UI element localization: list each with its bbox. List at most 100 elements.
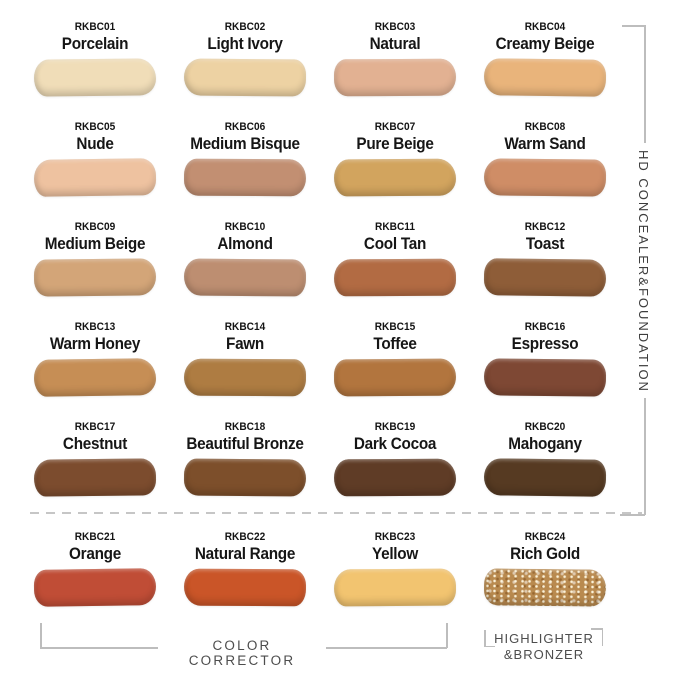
shade-name: Toffee <box>373 334 417 353</box>
shade-swatch <box>483 258 607 297</box>
shade-swatch <box>483 58 607 97</box>
shade-name: Fawn <box>225 334 265 353</box>
highlighter-label-line1: HIGHLIGHTER <box>494 631 594 646</box>
color-corrector-right-tick <box>446 623 448 648</box>
shade-swatch <box>483 458 607 497</box>
shade-swatch <box>33 58 157 97</box>
shade-name: Rich Gold <box>510 544 580 563</box>
shade-name: Toast <box>525 234 565 253</box>
shade-name: Pure Beige <box>356 134 434 153</box>
shade-swatch <box>33 258 157 297</box>
shade-cell: RKBC05 Nude <box>20 120 170 197</box>
shade-name: Mahogany <box>508 434 582 453</box>
shade-swatch <box>183 358 307 397</box>
shade-swatch <box>483 158 607 197</box>
shade-swatch <box>33 158 157 197</box>
shade-swatch <box>183 458 307 497</box>
shade-name: Natural Range <box>194 544 296 563</box>
shade-swatch <box>483 358 607 397</box>
shade-code: RKBC14 <box>224 321 266 333</box>
shade-name: Dark Cocoa <box>353 434 437 453</box>
color-corrector-label: COLOR CORRECTOR <box>188 638 296 668</box>
shade-name: Espresso <box>511 334 579 353</box>
shade-swatch <box>333 458 457 497</box>
shade-name: Creamy Beige <box>495 34 595 53</box>
shade-code: RKBC24 <box>524 531 566 543</box>
shade-name: Chestnut <box>62 434 128 453</box>
highlighter-bronzer-label: HIGHLIGHTER &BRONZER <box>486 631 602 663</box>
shade-swatch <box>183 158 307 197</box>
shade-cell: RKBC13 Warm Honey <box>20 320 170 397</box>
shade-cell: RKBC16 Espresso <box>470 320 620 397</box>
shade-code: RKBC13 <box>74 321 116 333</box>
shade-name: Orange <box>69 544 121 563</box>
shade-name: Light Ivory <box>207 34 283 53</box>
shade-cell: RKBC17 Chestnut <box>20 420 170 497</box>
shade-cell: RKBC23 Yellow <box>320 530 470 607</box>
shade-cell: RKBC04 Creamy Beige <box>470 20 620 97</box>
shade-swatch <box>333 158 457 197</box>
group-divider-dashed-line <box>30 512 642 514</box>
shade-name: Cool Tan <box>363 234 427 253</box>
right-bracket-lower-line <box>644 398 646 515</box>
shade-cell: RKBC09 Medium Beige <box>20 220 170 297</box>
highlighter-right-mark-vertical <box>601 628 603 646</box>
shade-swatch <box>183 568 307 607</box>
shade-swatch <box>33 358 157 397</box>
color-corrector-left-line <box>40 647 158 649</box>
shade-code: RKBC12 <box>524 221 566 233</box>
shade-code: RKBC08 <box>524 121 566 133</box>
shade-cell: RKBC02 Light Ivory <box>170 20 320 97</box>
shade-cell: RKBC11 Cool Tan <box>320 220 470 297</box>
shade-cell: RKBC24 Rich Gold <box>470 530 620 607</box>
shade-cell: RKBC20 Mahogany <box>470 420 620 497</box>
shade-name: Warm Sand <box>504 134 586 153</box>
shade-cell: RKBC15 Toffee <box>320 320 470 397</box>
shade-cell: RKBC03 Natural <box>320 20 470 97</box>
shade-code: RKBC10 <box>224 221 266 233</box>
shade-name: Natural <box>369 34 421 53</box>
shade-cell: RKBC06 Medium Bisque <box>170 120 320 197</box>
shade-code: RKBC11 <box>375 221 415 233</box>
shade-code: RKBC21 <box>74 531 116 543</box>
shade-swatch <box>333 258 457 297</box>
shade-code: RKBC17 <box>74 421 116 433</box>
color-corrector-left-tick <box>40 623 42 648</box>
shade-code: RKBC01 <box>74 21 116 33</box>
right-bracket-bottom-tick <box>620 514 645 516</box>
shade-cell: RKBC22 Natural Range <box>170 530 320 607</box>
shade-code: RKBC02 <box>224 21 266 33</box>
shade-swatch <box>483 568 607 607</box>
right-bracket-upper-line <box>644 25 646 143</box>
right-group-label: HD CONCEALER&FOUNDATION <box>636 150 651 393</box>
shade-code: RKBC04 <box>524 21 566 33</box>
shade-name: Warm Honey <box>49 334 141 353</box>
shade-name: Yellow <box>371 544 418 563</box>
shade-swatch <box>333 358 457 397</box>
shade-code: RKBC15 <box>374 321 416 333</box>
shade-swatch <box>333 58 457 97</box>
shade-name: Medium Beige <box>44 234 146 253</box>
shade-cell: RKBC12 Toast <box>470 220 620 297</box>
highlighter-right-mark-tick <box>591 628 603 630</box>
shade-cell: RKBC19 Dark Cocoa <box>320 420 470 497</box>
shade-cell: RKBC18 Beautiful Bronze <box>170 420 320 497</box>
shade-swatch <box>33 458 157 497</box>
highlighter-left-mark-tick <box>484 645 495 647</box>
shade-swatch <box>183 258 307 297</box>
shade-code: RKBC09 <box>74 221 116 233</box>
shade-cell: RKBC07 Pure Beige <box>320 120 470 197</box>
shade-cell: RKBC14 Fawn <box>170 320 320 397</box>
shade-swatch <box>333 568 457 607</box>
shade-cell: RKBC10 Almond <box>170 220 320 297</box>
shade-code: RKBC22 <box>224 531 266 543</box>
right-bracket-top-tick <box>622 25 645 27</box>
shade-name: Medium Bisque <box>190 134 300 153</box>
color-corrector-right-line <box>326 647 447 649</box>
shade-code: RKBC18 <box>224 421 266 433</box>
shade-cell: RKBC21 Orange <box>20 530 170 607</box>
shade-code: RKBC07 <box>374 121 416 133</box>
shade-code: RKBC06 <box>224 121 266 133</box>
shade-name: Porcelain <box>61 34 129 53</box>
